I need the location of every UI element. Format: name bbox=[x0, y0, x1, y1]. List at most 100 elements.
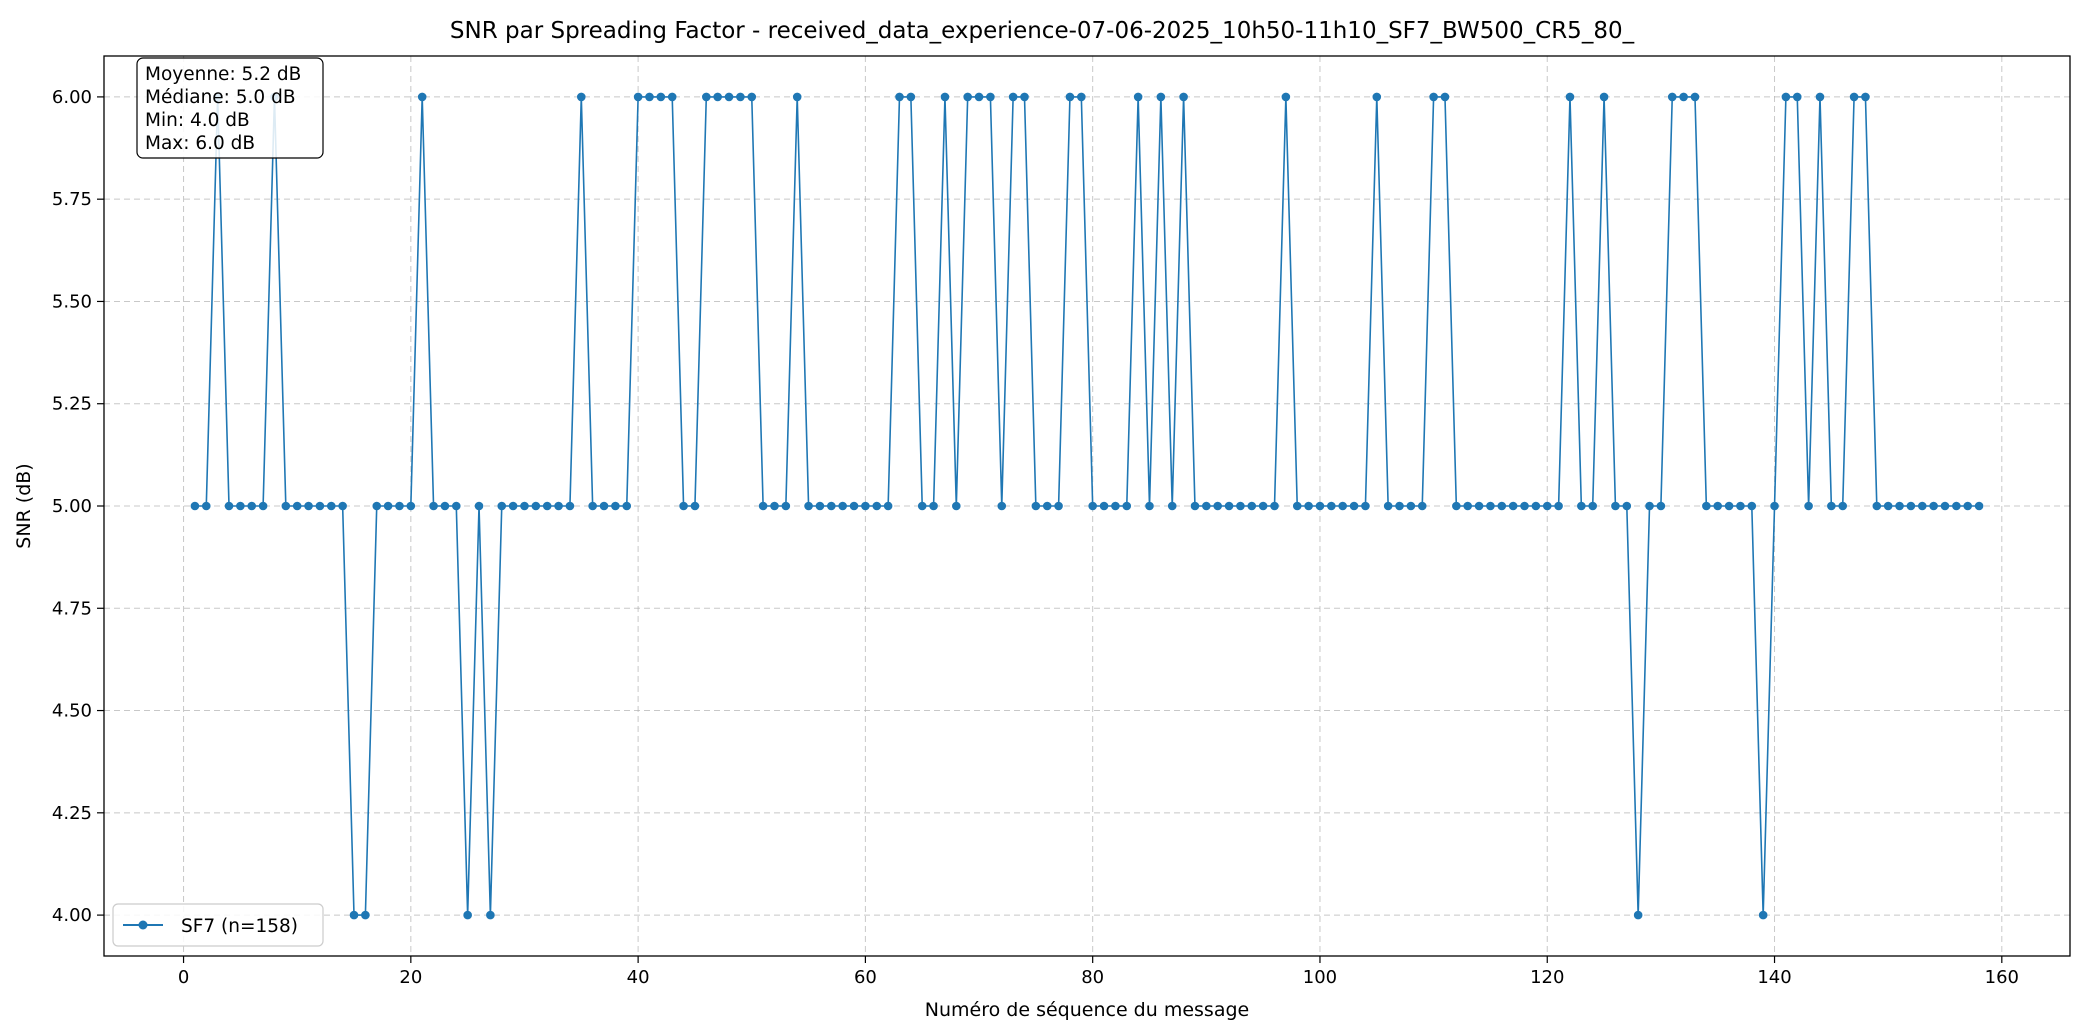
data-point bbox=[1542, 501, 1552, 511]
data-point bbox=[1486, 501, 1495, 511]
data-point bbox=[1042, 501, 1052, 511]
data-point bbox=[497, 501, 507, 511]
data-point bbox=[1577, 501, 1586, 511]
data-point bbox=[1770, 501, 1779, 511]
data-point bbox=[645, 92, 654, 102]
data-point bbox=[736, 92, 745, 102]
data-point bbox=[361, 910, 370, 920]
data-point bbox=[1463, 501, 1472, 511]
data-point bbox=[1236, 501, 1245, 511]
stats-box: Moyenne: 5.2 dB Médiane: 5.0 dB Min: 4.0… bbox=[136, 57, 324, 159]
data-point bbox=[838, 501, 847, 511]
data-point bbox=[1167, 501, 1177, 511]
data-point bbox=[929, 501, 938, 511]
data-point bbox=[1940, 501, 1950, 511]
data-point bbox=[1145, 501, 1154, 511]
y-tick-label: 5.25 bbox=[52, 394, 92, 415]
data-point bbox=[1690, 92, 1700, 102]
data-point bbox=[679, 501, 688, 511]
data-point bbox=[1861, 92, 1870, 102]
ticks-layer: 0 20 40 60 80 100 120 140 160 4.00 4.25 4.50 4.75 5.0… bbox=[52, 87, 2019, 988]
data-point bbox=[690, 501, 700, 511]
data-point bbox=[395, 501, 404, 511]
data-point bbox=[1724, 501, 1734, 511]
data-point bbox=[1031, 501, 1041, 511]
data-point bbox=[724, 92, 734, 102]
data-point bbox=[565, 501, 575, 511]
data-point bbox=[247, 501, 257, 511]
data-point bbox=[554, 501, 563, 511]
data-point bbox=[1202, 501, 1211, 511]
data-point bbox=[1213, 501, 1222, 511]
data-point bbox=[383, 501, 393, 511]
data-point bbox=[1008, 92, 1018, 102]
data-point bbox=[1906, 501, 1916, 511]
legend: SF7 (n=158) bbox=[112, 903, 324, 947]
data-point bbox=[236, 501, 245, 511]
data-point bbox=[1338, 501, 1347, 511]
x-axis-label: Numéro de séquence du message bbox=[925, 999, 1249, 1021]
data-point bbox=[531, 501, 541, 511]
data-point bbox=[827, 501, 836, 511]
data-point bbox=[463, 910, 472, 920]
data-point bbox=[1474, 501, 1484, 511]
data-point bbox=[258, 501, 268, 511]
data-point bbox=[588, 501, 597, 511]
data-point bbox=[906, 92, 916, 102]
data-point bbox=[372, 501, 382, 511]
data-point bbox=[1872, 501, 1882, 511]
data-point bbox=[804, 501, 813, 511]
data-point bbox=[1122, 501, 1132, 511]
data-point bbox=[1315, 501, 1325, 511]
data-point bbox=[315, 501, 325, 511]
y-tick-label: 5.00 bbox=[52, 496, 92, 517]
data-point bbox=[1883, 501, 1893, 511]
legend-frame bbox=[112, 903, 324, 947]
data-point bbox=[1588, 501, 1598, 511]
data-point bbox=[1224, 501, 1234, 511]
data-point bbox=[1133, 92, 1143, 102]
data-point bbox=[1281, 92, 1291, 102]
data-point bbox=[1804, 501, 1813, 511]
data-point bbox=[758, 501, 768, 511]
data-point bbox=[917, 501, 927, 511]
data-point bbox=[1974, 501, 1984, 511]
series-layer bbox=[190, 92, 1984, 920]
data-point bbox=[781, 501, 791, 511]
chart-title: SNR par Spreading Factor - received_data… bbox=[450, 18, 1635, 44]
data-point bbox=[338, 501, 347, 511]
data-point bbox=[281, 501, 291, 511]
data-point bbox=[1827, 501, 1836, 511]
x-tick-label: 60 bbox=[854, 967, 877, 988]
data-point bbox=[667, 92, 677, 102]
data-point bbox=[190, 501, 200, 511]
x-tick-label: 0 bbox=[178, 967, 189, 988]
data-point bbox=[1258, 501, 1268, 511]
grid-layer bbox=[104, 56, 2070, 956]
data-point bbox=[1020, 92, 1029, 102]
data-point bbox=[1190, 501, 1200, 511]
data-point bbox=[1065, 92, 1075, 102]
y-tick-label: 6.00 bbox=[52, 87, 92, 108]
stats-mean: Moyenne: 5.2 dB bbox=[145, 64, 301, 85]
y-tick-label: 4.50 bbox=[52, 701, 92, 722]
y-tick-label: 4.25 bbox=[52, 803, 92, 824]
data-point bbox=[770, 501, 779, 511]
data-point bbox=[1565, 92, 1575, 102]
data-point bbox=[1406, 501, 1416, 511]
y-tick-label: 4.75 bbox=[52, 598, 92, 619]
stats-median: Médiane: 5.0 dB bbox=[145, 87, 296, 108]
data-point bbox=[1792, 92, 1802, 102]
data-point bbox=[542, 501, 552, 511]
data-point bbox=[1247, 501, 1257, 511]
data-point bbox=[1497, 501, 1507, 511]
data-point bbox=[1054, 501, 1063, 511]
data-point bbox=[326, 501, 336, 511]
data-point bbox=[713, 92, 722, 102]
data-point bbox=[1713, 501, 1723, 511]
data-point bbox=[849, 501, 859, 511]
legend-entry-sf7: SF7 (n=158) bbox=[181, 916, 298, 937]
data-point bbox=[1667, 92, 1677, 102]
stats-box-frame bbox=[136, 57, 324, 159]
